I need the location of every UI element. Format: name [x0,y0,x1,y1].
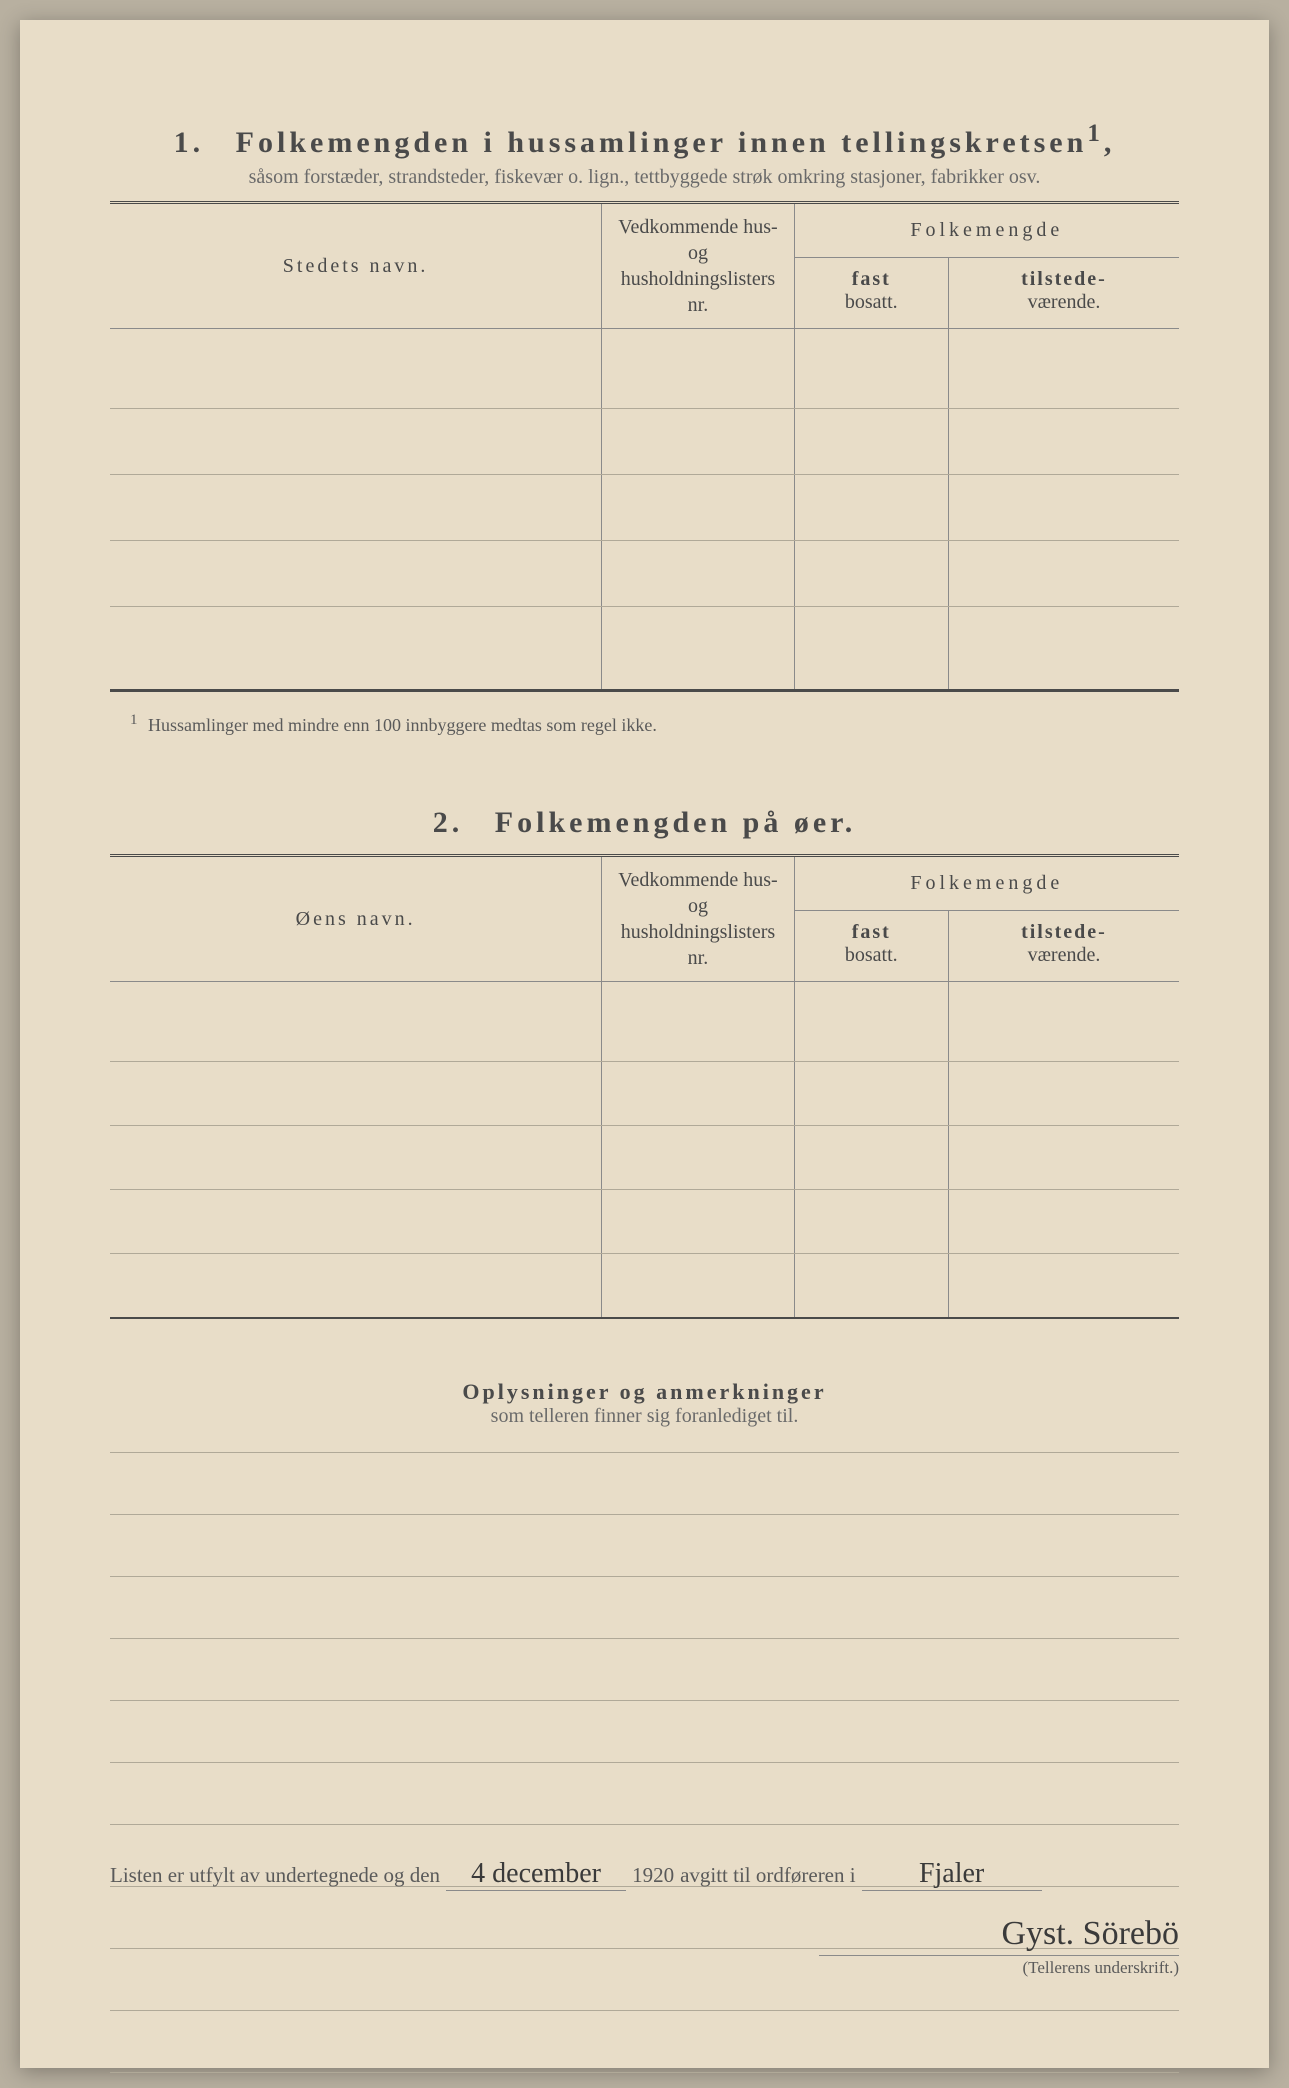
col-tilstede-2: tilstede- værende. [948,910,1179,981]
table-2: Øens navn. Vedkommende hus- og husholdni… [110,854,1179,1319]
col-stedets-navn: Stedets navn. [110,203,602,329]
col-til2-t: værende. [1028,944,1101,966]
remark-line [110,1515,1179,1577]
col-nr2-l3: nr. [688,947,709,969]
table-row [110,607,1179,691]
table-1-body [110,329,1179,691]
section-2-title: 2. Folkemengden på øer. [110,806,1179,840]
remark-line [110,1639,1179,1701]
footer: Listen er utfylt av undertegnede og den … [110,1858,1179,1978]
section-1-number: 1. [174,126,205,159]
table-1: Stedets navn. Vedkommende hus- og hushol… [110,201,1179,692]
table-row [110,329,1179,409]
section-1: 1. Folkemengden i hussamlinger innen tel… [110,120,1179,736]
footer-text-2: avgitt til ordføreren i [680,1863,856,1888]
footer-line: Listen er utfylt av undertegnede og den … [110,1858,1179,1891]
col-folkemengde: Folkemengde [794,203,1179,258]
col-nr2-l2: husholdningslisters [621,921,775,943]
col-fast2-b: fast [801,921,942,944]
footnote-text: Hussamlinger med mindre enn 100 innbygge… [148,715,657,735]
col-tilstede: tilstede- værende. [948,257,1179,328]
footer-year: 1920 [632,1863,674,1888]
remarks-lines [110,1452,1179,2073]
col-folkemengde-2: Folkemengde [794,856,1179,911]
col-lists-nr: Vedkommende hus- og husholdningslisters … [602,203,794,329]
place-handwritten: Fjaler [862,1858,1042,1891]
table-row [110,1062,1179,1126]
table-row [110,409,1179,475]
footnote-sup: 1 [130,712,138,728]
col-fast2-t: bosatt. [845,944,898,966]
remark-line [110,2011,1179,2073]
col-til-t: værende. [1028,291,1101,313]
section-2: 2. Folkemengden på øer. Øens navn. Vedko… [110,806,1179,1319]
remark-line [110,1701,1179,1763]
col-fast-b: fast [801,268,942,291]
section-2-number: 2. [433,806,464,839]
table-row [110,982,1179,1062]
col-til2-b: tilstede- [955,921,1173,944]
table-2-body [110,982,1179,1318]
col-til-b: tilstede- [955,268,1173,291]
remark-line [110,1763,1179,1825]
col-oens-navn: Øens navn. [110,856,602,982]
section-1-title: 1. Folkemengden i hussamlinger innen tel… [110,120,1179,160]
table-row [110,475,1179,541]
col-fast: fast bosatt. [794,257,948,328]
col-nr2-l1: Vedkommende hus- og [618,869,777,917]
section-2-title-text: Folkemengden på øer. [495,806,856,839]
col-nr-l3: nr. [688,294,709,316]
col-fast-2: fast bosatt. [794,910,948,981]
col-nr-l1: Vedkommende hus- og [618,216,777,264]
section-1-subtitle: såsom forstæder, strandsteder, fiskevær … [110,166,1179,189]
remarks-subtitle: som telleren finner sig foranlediget til… [110,1405,1179,1428]
date-handwritten: 4 december [446,1858,626,1891]
table-row [110,1126,1179,1190]
footer-text-1: Listen er utfylt av undertegnede og den [110,1863,440,1888]
section-1-title-text: Folkemengden i hussamlinger innen tellin… [236,126,1088,159]
table-row [110,1190,1179,1254]
col-nr-l2: husholdningslisters [621,268,775,290]
signature: Gyst. Sörebö [819,1915,1179,1956]
table-row [110,1254,1179,1318]
census-form-page: 1. Folkemengden i hussamlinger innen tel… [20,20,1269,2068]
remarks-title: Oplysninger og anmerkninger [110,1379,1179,1405]
col-fast-t: bosatt. [845,291,898,313]
section-1-title-sup: 1 [1087,120,1104,147]
signature-label: (Tellerens underskrift.) [110,1958,1179,1978]
footnote-1: 1 Hussamlinger med mindre enn 100 innbyg… [130,712,1179,736]
remark-line [110,1577,1179,1639]
col-lists-nr-2: Vedkommende hus- og husholdningslisters … [602,856,794,982]
table-row [110,541,1179,607]
remark-line [110,1453,1179,1515]
